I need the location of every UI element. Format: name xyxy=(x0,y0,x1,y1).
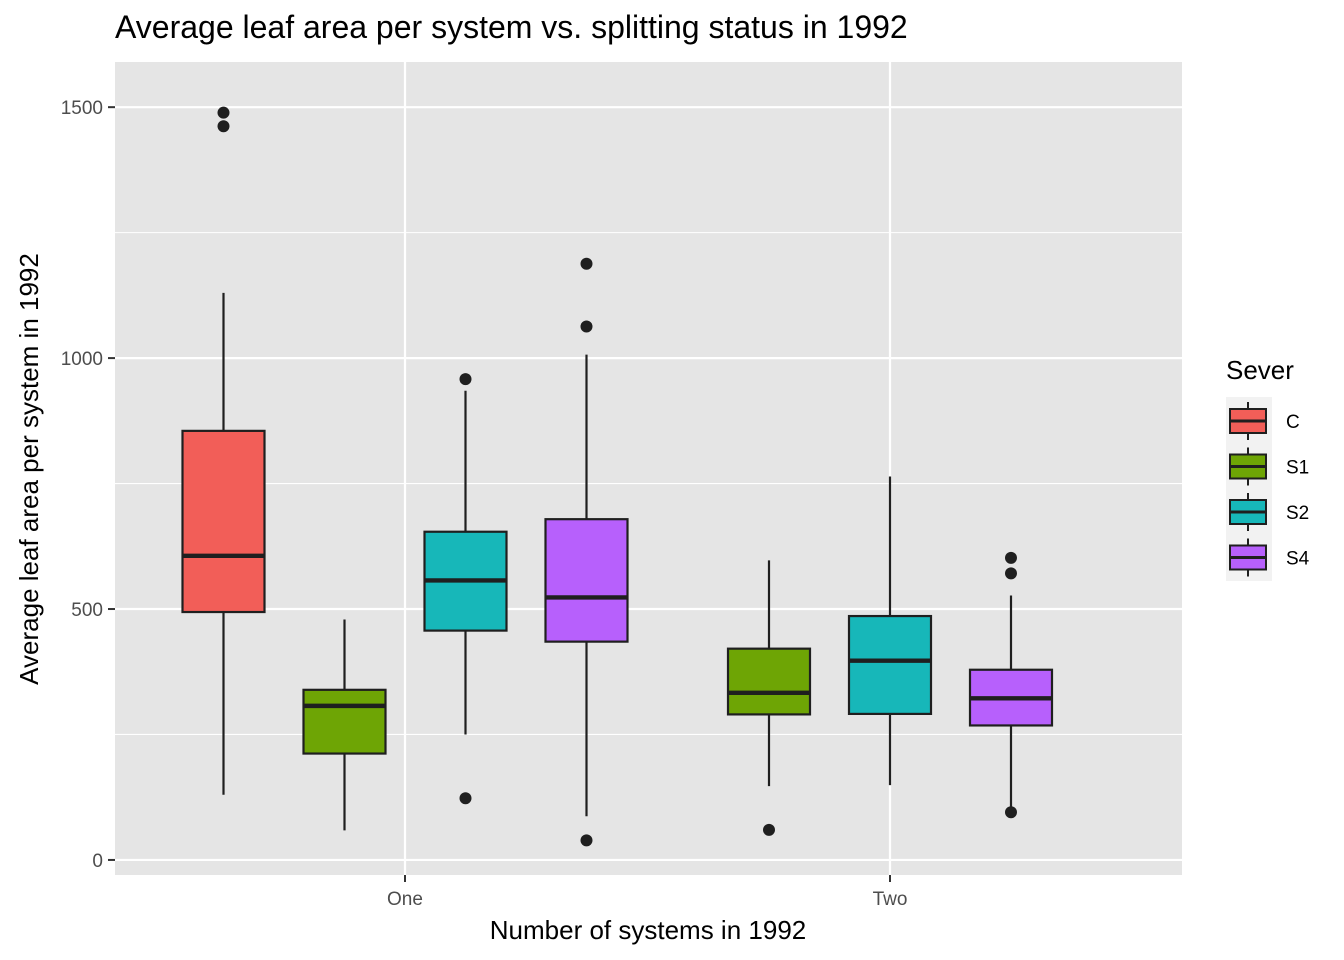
outlier-point xyxy=(217,106,230,119)
outlier-point xyxy=(580,257,593,270)
outlier-point xyxy=(217,120,230,133)
box-iqr xyxy=(726,647,812,716)
legend: Sever C S1 S2 S4 xyxy=(1226,355,1310,581)
outlier-point xyxy=(580,320,593,333)
outlier-point xyxy=(763,823,775,836)
legend-entry-C: C xyxy=(1229,402,1300,440)
outlier-point xyxy=(1005,806,1017,819)
x-tick-label: One xyxy=(387,889,423,910)
y-tick-label: 1500 xyxy=(61,98,103,119)
outlier-point xyxy=(1005,551,1017,564)
legend-entry-S4: S4 xyxy=(1229,538,1310,577)
y-tick-label: 1000 xyxy=(61,349,103,370)
legend-entry-S2: S2 xyxy=(1229,493,1309,531)
legend-label: S2 xyxy=(1286,503,1309,524)
grid-lines xyxy=(115,62,1182,875)
plot-panel xyxy=(115,62,1182,875)
box-S4-One xyxy=(544,257,629,847)
legend-title: Sever xyxy=(1226,355,1294,385)
box-S4-Two xyxy=(968,551,1054,819)
box-C-One xyxy=(181,106,266,795)
legend-label: S4 xyxy=(1286,549,1310,570)
outlier-point xyxy=(459,373,472,386)
axes: 0 500 1000 1500 One Two xyxy=(61,98,908,910)
x-axis-title: Number of systems in 1992 xyxy=(490,915,806,945)
box-iqr xyxy=(847,614,933,716)
box-iqr xyxy=(302,688,387,755)
box-S1-Two xyxy=(726,560,812,836)
box-marks xyxy=(181,106,1054,847)
box-iqr xyxy=(181,429,266,614)
box-S2-Two xyxy=(847,476,933,786)
outlier-point xyxy=(580,834,593,847)
outlier-point xyxy=(1005,567,1017,580)
legend-label: S1 xyxy=(1286,458,1309,479)
y-axis-title: Average leaf area per system in 1992 xyxy=(14,253,44,685)
legend-label: C xyxy=(1286,412,1300,433)
y-tick-label: 0 xyxy=(92,851,103,872)
chart-title: Average leaf area per system vs. splitti… xyxy=(115,9,908,45)
y-tick-label: 500 xyxy=(71,600,103,621)
box-S2-One xyxy=(423,373,508,805)
x-tick-label: Two xyxy=(873,889,908,910)
box-S1-One xyxy=(302,619,387,831)
outlier-point xyxy=(459,792,472,805)
box-iqr xyxy=(544,518,629,643)
legend-entry-S1: S1 xyxy=(1229,447,1309,486)
